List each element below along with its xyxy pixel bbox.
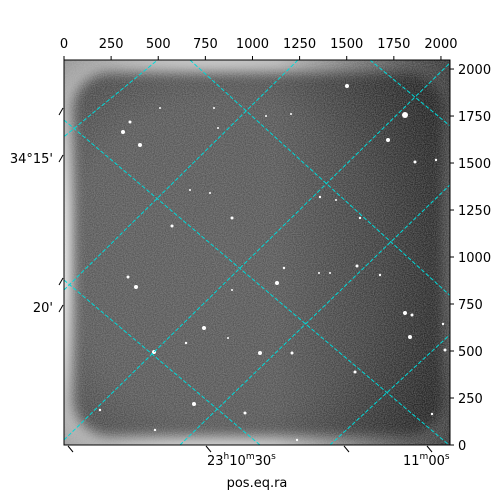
star bbox=[410, 313, 414, 317]
star bbox=[227, 337, 229, 339]
star bbox=[355, 264, 359, 268]
star bbox=[335, 199, 337, 201]
star bbox=[318, 272, 320, 274]
star bbox=[98, 408, 102, 412]
dec-tick-label-1: 34°15' bbox=[10, 152, 53, 167]
grid-line bbox=[329, 333, 450, 445]
grid-line bbox=[179, 184, 450, 445]
top-tick-label: 0 bbox=[60, 37, 68, 52]
star-field bbox=[98, 84, 447, 442]
star bbox=[345, 84, 349, 88]
star bbox=[265, 115, 267, 117]
ra-tick-label-2: 11m00s bbox=[403, 452, 450, 469]
grid-line bbox=[64, 119, 450, 445]
star bbox=[189, 189, 191, 191]
right-tick-label: 750 bbox=[458, 298, 483, 313]
grid-line bbox=[64, 62, 450, 441]
right-tick-label: 0 bbox=[458, 439, 466, 454]
star bbox=[413, 160, 417, 164]
grid-line bbox=[64, 60, 299, 291]
star bbox=[138, 143, 142, 147]
star bbox=[192, 402, 196, 406]
top-tick-label: 1000 bbox=[236, 37, 269, 52]
star bbox=[231, 289, 233, 291]
star bbox=[403, 311, 407, 315]
star bbox=[318, 195, 322, 199]
star bbox=[170, 224, 174, 228]
ra-tick-label-1: 23h10m30s bbox=[207, 452, 276, 469]
coordinate-grid bbox=[64, 60, 450, 445]
star bbox=[434, 158, 438, 162]
top-tick-label: 250 bbox=[99, 37, 124, 52]
star bbox=[217, 127, 219, 129]
star bbox=[202, 326, 206, 330]
right-tick-label: 1500 bbox=[458, 157, 491, 172]
star bbox=[159, 107, 161, 109]
star bbox=[258, 351, 262, 355]
star bbox=[329, 272, 331, 274]
left-world-ticks bbox=[58, 107, 64, 313]
star bbox=[295, 438, 299, 442]
bottom-world-ticks bbox=[67, 445, 433, 453]
right-tick-label: 1750 bbox=[458, 110, 491, 125]
grid-line bbox=[369, 60, 450, 127]
star bbox=[430, 412, 434, 416]
star bbox=[290, 351, 294, 355]
star bbox=[443, 348, 447, 352]
right-tick-label: 250 bbox=[458, 392, 483, 407]
star bbox=[128, 120, 132, 124]
right-tick-label: 500 bbox=[458, 345, 483, 360]
top-tick-label: 1500 bbox=[330, 37, 363, 52]
star bbox=[209, 192, 211, 194]
star bbox=[386, 138, 390, 142]
star bbox=[408, 335, 412, 339]
top-tick-label: 500 bbox=[146, 37, 171, 52]
star bbox=[353, 370, 357, 374]
star bbox=[121, 130, 125, 134]
right-tick-label: 2000 bbox=[458, 63, 491, 78]
star bbox=[290, 113, 292, 115]
right-tick-label: 1000 bbox=[458, 251, 491, 266]
x-axis-label: pos.eq.ra bbox=[227, 476, 288, 491]
star bbox=[153, 428, 157, 432]
star bbox=[243, 411, 247, 415]
right-pixel-axis: 0 250 500 750 1000 1250 1500 1750 2000 bbox=[450, 63, 491, 454]
grid-line bbox=[189, 60, 450, 297]
star bbox=[126, 275, 130, 279]
top-tick-label: 1250 bbox=[283, 37, 316, 52]
star bbox=[358, 216, 362, 220]
top-tick-label: 2000 bbox=[424, 37, 457, 52]
star bbox=[378, 273, 382, 277]
star bbox=[282, 266, 286, 270]
right-tick-label: 1250 bbox=[458, 204, 491, 219]
top-tick-label: 750 bbox=[193, 37, 218, 52]
dec-tick-label-2: 20' bbox=[33, 301, 53, 316]
grid-line bbox=[64, 279, 261, 445]
star bbox=[213, 107, 215, 109]
top-pixel-axis: 0 250 500 750 1000 1250 1500 1750 2000 bbox=[60, 37, 458, 60]
star bbox=[275, 281, 279, 285]
plot-frame bbox=[63, 59, 451, 446]
grid-line bbox=[64, 60, 159, 138]
sky-image bbox=[64, 60, 450, 445]
star bbox=[441, 322, 445, 326]
star bbox=[402, 112, 408, 118]
top-tick-label: 1750 bbox=[377, 37, 410, 52]
star bbox=[184, 341, 188, 345]
star bbox=[230, 216, 234, 220]
star bbox=[134, 285, 138, 289]
